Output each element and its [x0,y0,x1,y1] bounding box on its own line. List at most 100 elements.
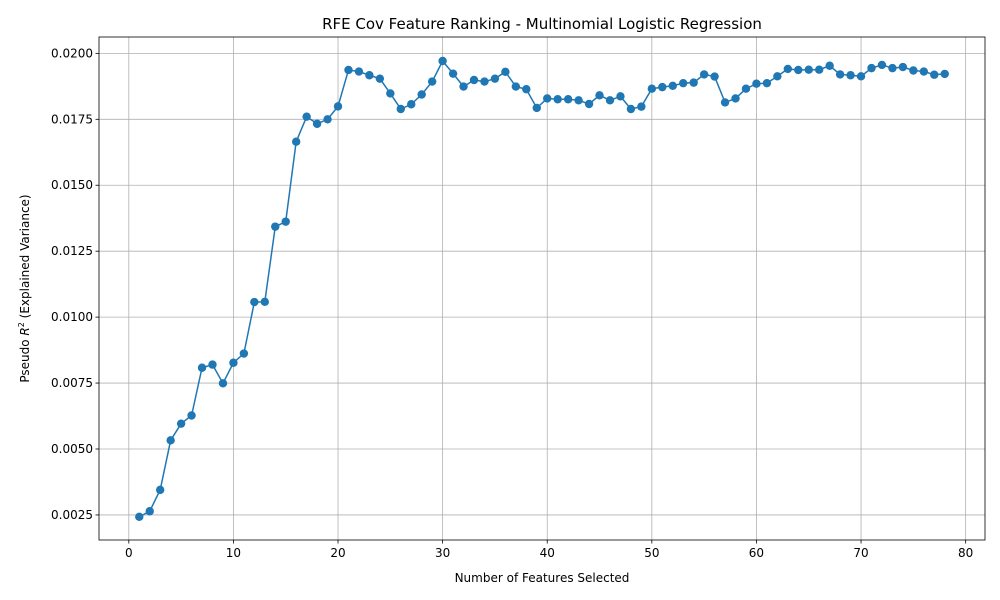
series-line [138,59,945,518]
y-tick-label: 0.0150 [51,178,93,192]
data-point [166,436,175,445]
data-point [250,297,259,307]
data-point [825,61,834,70]
data-point [218,379,228,388]
data-point [365,71,374,80]
data-point [846,71,855,80]
data-point [511,82,521,91]
x-tick-label: 60 [749,546,764,560]
data-point [710,72,719,81]
chart-title: RFE Cov Feature Ranking - Multinomial Lo… [322,15,762,33]
data-point [427,77,437,86]
x-tick-label: 70 [853,546,868,560]
data-point [187,411,196,420]
y-axis-label-prefix: Pseudo [18,336,32,383]
data-point [574,96,583,105]
data-point [856,72,866,81]
data-point [888,63,897,73]
data-point [208,360,217,369]
data-point [386,89,395,98]
data-point [333,102,343,111]
data-point [584,99,594,109]
data-point [490,74,500,83]
data-point [135,512,144,521]
data-point [616,92,625,101]
data-point [438,56,447,66]
data-point [176,419,186,428]
x-axis-ticks: 0 10 20 30 40 50 60 70 80 [125,540,973,560]
x-tick-label: 10 [226,546,241,560]
x-tick-label: 80 [958,546,973,560]
data-point [637,102,646,111]
data-point [762,78,772,88]
y-tick-label: 0.0175 [51,112,93,126]
data-point [794,65,803,75]
data-point [417,90,426,99]
data-point [909,66,918,75]
data-point [919,67,929,76]
y-tick-label: 0.0075 [51,376,93,390]
data-point [783,64,793,74]
data-point [375,74,385,83]
y-tick-label: 0.0200 [51,46,93,60]
data-point [302,112,311,121]
data-point [720,98,730,107]
data-point [668,81,677,91]
data-point [480,77,489,86]
data-point [448,69,458,78]
y-axis-ticks: 0.0025 0.0050 0.0075 0.0100 0.0125 0.0150 0.01… [51,46,99,522]
data-point [469,75,479,85]
x-tick-label: 50 [644,546,659,560]
data-point [532,103,541,113]
data-point [626,104,636,114]
data-point [229,358,238,367]
data-point [271,222,280,231]
data-point [658,82,667,92]
data-point [501,67,510,77]
data-point [815,65,824,74]
data-point [563,95,573,104]
data-point [930,70,939,79]
y-tick-label: 0.0100 [51,310,93,324]
data-point [197,363,207,372]
y-axis-label-var: R [18,327,32,335]
data-point [773,72,782,81]
data-point [522,85,531,94]
data-point [239,349,249,358]
data-point [752,79,761,88]
data-point [835,70,845,79]
data-point [323,115,332,124]
data-point [940,69,949,79]
x-tick-label: 30 [435,546,450,560]
data-point [877,60,887,70]
data-point [281,217,290,226]
data-point [605,96,615,105]
y-axis-label: Pseudo R2 (Explained Variance) [17,194,32,382]
y-axis-label-sup: 2 [17,322,26,327]
y-tick-label: 0.0050 [51,442,93,456]
y-axis-label-suffix: (Explained Variance) [18,194,32,322]
data-point [647,84,657,93]
data-point [595,91,604,100]
data-point [155,485,165,495]
data-point [689,78,698,87]
data-point [898,62,908,72]
y-tick-label: 0.0125 [51,244,93,258]
data-point [396,104,405,114]
data-point [344,65,353,75]
data-point [679,78,688,88]
plot-frame [98,36,986,541]
x-tick-label: 20 [330,546,345,560]
data-point [741,84,751,93]
x-tick-label: 0 [125,546,133,560]
data-point [804,65,813,74]
data-point [543,94,552,103]
data-point [867,63,876,73]
data-point [407,100,416,109]
data-point [553,95,562,104]
y-tick-label: 0.0025 [51,508,93,522]
x-tick-label: 40 [540,546,555,560]
grid [99,37,985,540]
data-point [145,507,154,516]
